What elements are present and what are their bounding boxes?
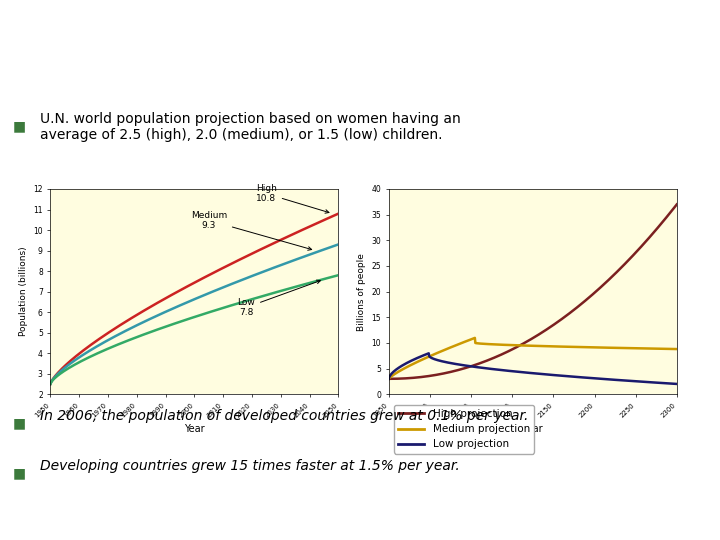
Text: ■: ■	[13, 119, 26, 133]
Text: ■: ■	[13, 466, 26, 480]
Text: Developing countries grew 15 times faster at 1.5% per year.: Developing countries grew 15 times faste…	[40, 459, 459, 473]
Text: Human Population Growth Continues: Human Population Growth Continues	[113, 26, 607, 50]
Text: U.N. world population projection based on women having an
average of 2.5 (high),: U.N. world population projection based o…	[40, 112, 460, 142]
X-axis label: Year: Year	[523, 424, 543, 434]
Text: ■: ■	[13, 416, 26, 430]
X-axis label: Year: Year	[184, 424, 204, 434]
Y-axis label: Population (billions): Population (billions)	[19, 247, 27, 336]
Text: High
10.8: High 10.8	[256, 184, 329, 213]
Text: Low
7.8: Low 7.8	[238, 280, 320, 317]
Y-axis label: Billions of people: Billions of people	[357, 253, 366, 330]
Text: Medium
9.3: Medium 9.3	[191, 211, 312, 250]
Text: but It Is Unevenly Distributed: but It Is Unevenly Distributed	[162, 72, 558, 96]
Legend: High projection, Medium projection, Low projection: High projection, Medium projection, Low …	[394, 405, 534, 454]
Text: In 2006, the population of developed countries grew at 0.1% per year.: In 2006, the population of developed cou…	[40, 409, 528, 423]
